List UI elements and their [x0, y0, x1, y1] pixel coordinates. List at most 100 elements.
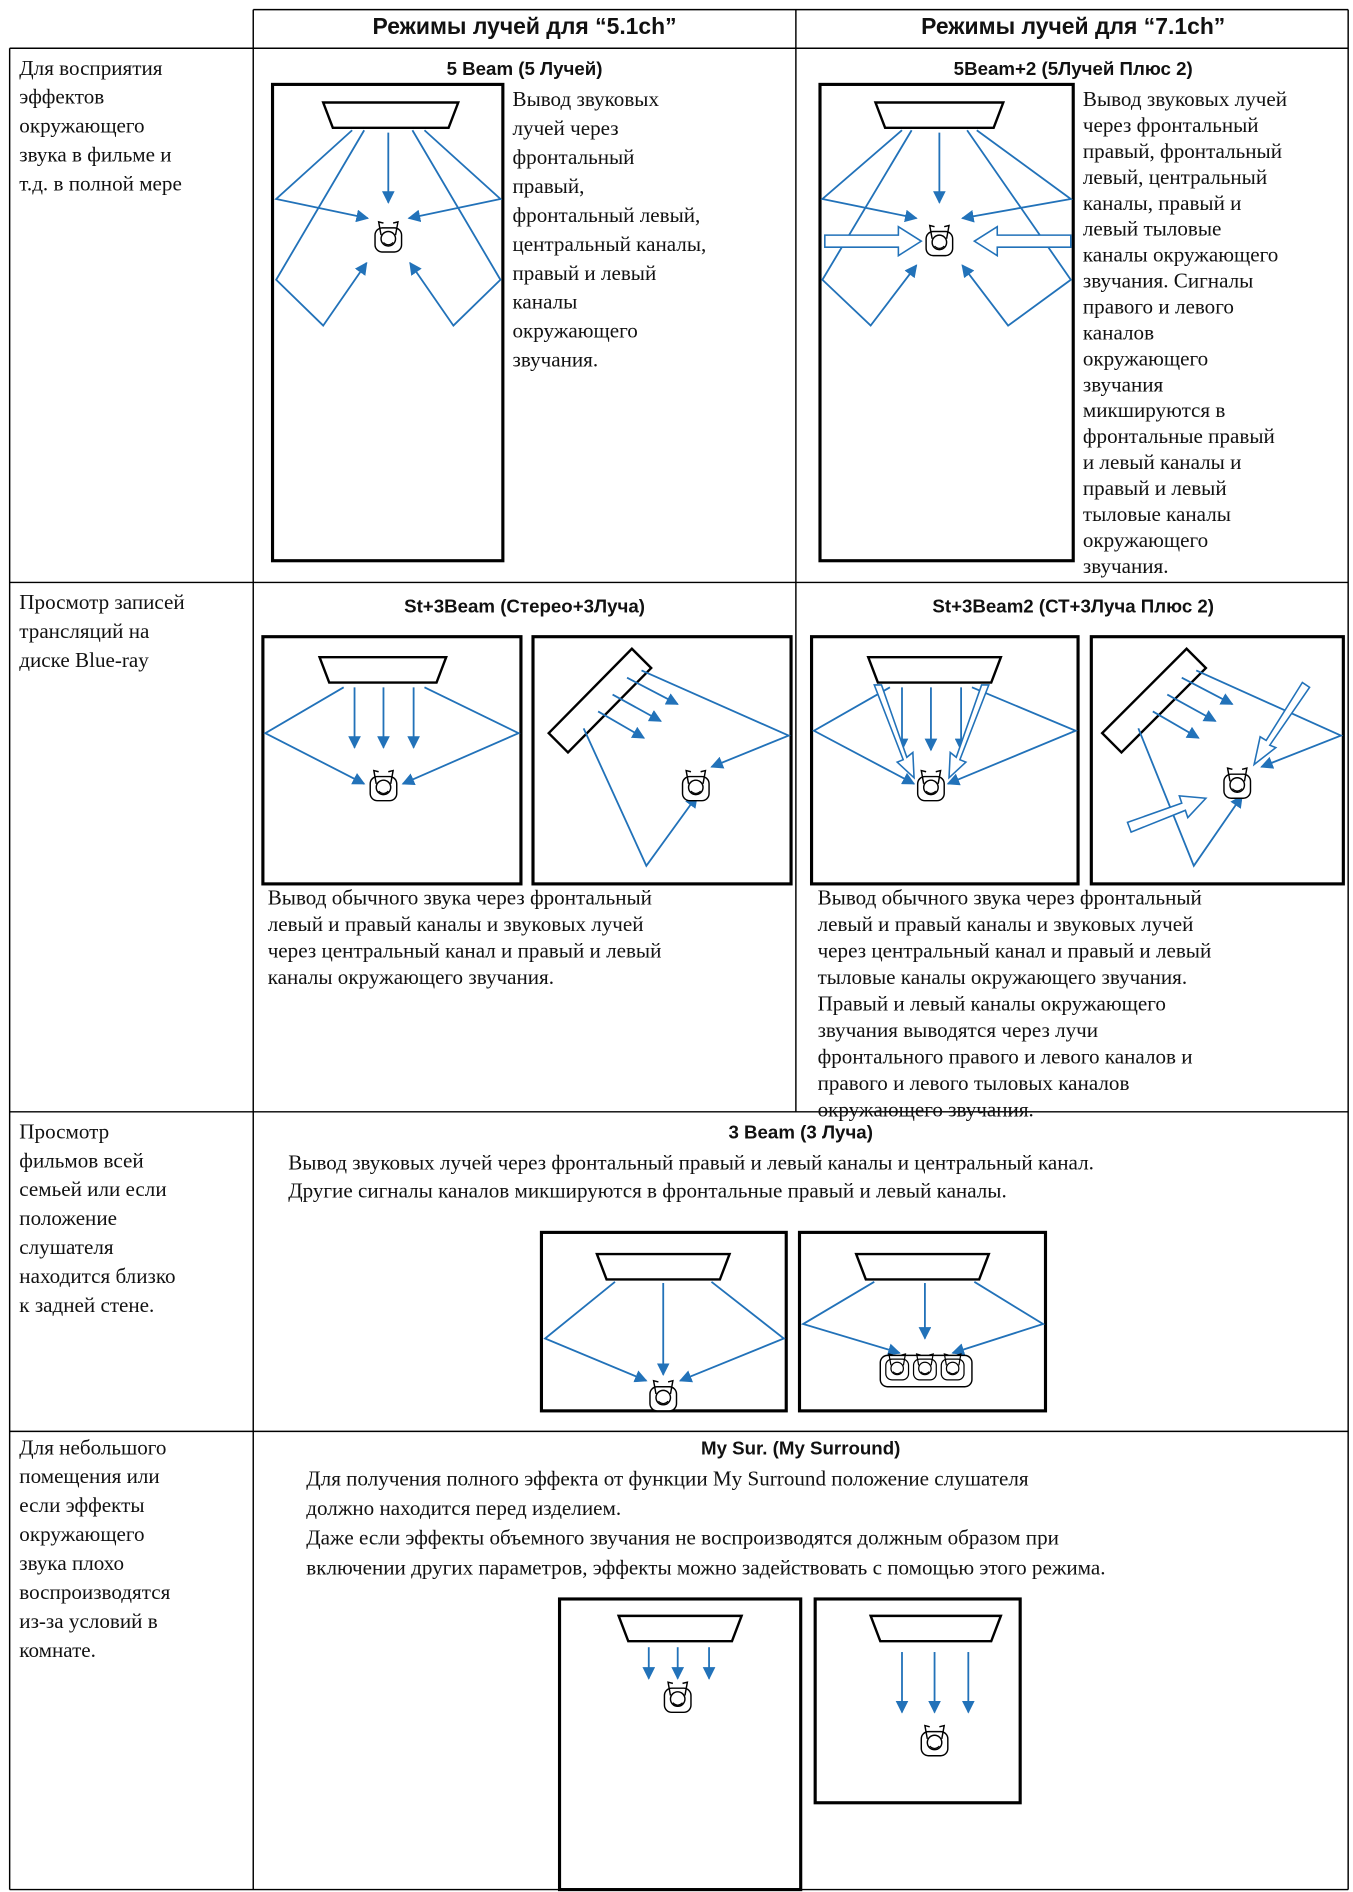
beam-arrow	[678, 1281, 786, 1383]
text-line: левый, центральный	[1083, 165, 1267, 189]
mode-title: 3 Beam (3 Луча)	[728, 1121, 872, 1142]
column-header: Режимы лучей для “5.1ch”	[372, 13, 676, 39]
text-line: звука в фильме и	[19, 143, 171, 167]
hollow-arrow	[1252, 681, 1311, 767]
text-line: через центральный канал и правый и левый	[818, 938, 1212, 962]
speaker	[317, 655, 448, 684]
diagram-st3beam2-front	[809, 635, 1080, 886]
room-outline	[1089, 635, 1345, 886]
text-line: слушателя	[19, 1235, 114, 1259]
diagram-st3beam2-corner	[1089, 635, 1345, 886]
mode-title: 5Beam+2 (5Лучей Плюс 2)	[954, 58, 1193, 79]
text-line: звучания. Сигналы	[1083, 269, 1253, 293]
beam-arrow	[275, 129, 368, 327]
text-line: каналы окружающего	[1083, 243, 1278, 267]
mode-description: Вывод звуковых лучей через фронтальный п…	[288, 1151, 1094, 1203]
text-line: эффектов	[19, 85, 104, 109]
column-header: Режимы лучей для “7.1ch”	[921, 13, 1225, 39]
text-line: окружающего	[1083, 528, 1208, 552]
text-line: правый,	[513, 174, 585, 198]
text-line: лучей через	[513, 116, 619, 140]
text-line: Вывод звуковых	[513, 87, 660, 111]
beam-arrow	[612, 693, 662, 722]
hollow-arrow	[948, 684, 990, 780]
diagram-mysur-far	[813, 1597, 1022, 1805]
speaker	[854, 1252, 991, 1281]
room-outline	[557, 1597, 803, 1892]
beam-arrow	[401, 686, 521, 786]
text-line: должно находится перед изделием.	[306, 1496, 621, 1520]
text-line: из-за условий в	[19, 1609, 157, 1633]
text-line: окружающего	[1083, 346, 1208, 370]
purpose: Для небольшого помещения или если эффекты о…	[19, 1435, 170, 1662]
beam-arrow	[812, 686, 916, 785]
text-line: Просмотр	[19, 1119, 109, 1143]
hollow-arrow	[824, 225, 923, 258]
text-line: окружающего	[19, 1522, 144, 1546]
diagram-3beam-family	[797, 1230, 1048, 1413]
text-line: к задней стене.	[19, 1293, 154, 1317]
text-line: фронтальный	[513, 145, 635, 169]
diagram-5beam	[270, 82, 505, 563]
text-line: левый и правый каналы и звуковых лучей	[818, 912, 1194, 936]
beam-arrow	[821, 129, 918, 327]
text-line: левый и правый каналы и звуковых лучей	[268, 912, 644, 936]
mode-description: Вывод звуковых лучей через фронтальный прав…	[513, 87, 707, 371]
diagram-mysur-near	[557, 1597, 803, 1892]
text-line: Просмотр записей	[19, 590, 184, 614]
beam-arrow	[274, 129, 370, 223]
text-line: фронтальные правый	[1083, 424, 1275, 448]
text-line: Для небольшого	[19, 1435, 166, 1459]
text-line: правый и левый	[513, 261, 657, 285]
speaker	[321, 101, 460, 130]
beam-arrow	[1195, 669, 1344, 769]
text-line: трансляций на	[19, 619, 150, 643]
text-line: находится близко	[19, 1264, 175, 1288]
text-line: звучания.	[513, 348, 599, 372]
text-line: центральный каналы,	[513, 232, 707, 256]
beam-arrow	[263, 686, 366, 785]
text-line: звучания.	[1083, 554, 1169, 578]
hollow-arrow	[1126, 794, 1208, 834]
room-outline	[818, 82, 1075, 563]
text-line: положение	[19, 1206, 117, 1230]
speaker	[546, 647, 653, 755]
text-line: Правый и левый каналы окружающего	[818, 992, 1166, 1016]
text-line: воспроизводятся	[19, 1580, 170, 1604]
text-line: фронтального правого и левого каналов и	[818, 1045, 1193, 1069]
text-line: комнате.	[19, 1638, 96, 1662]
text-line: окружающего	[513, 319, 638, 343]
text-line: Вывод звуковых лучей через фронтальный п…	[288, 1151, 1094, 1175]
speaker	[616, 1614, 744, 1643]
mode-title: My Sur. (My Surround)	[701, 1437, 900, 1458]
text-line: Другие сигналы каналов микшируются в фро…	[288, 1178, 1007, 1202]
speaker	[873, 101, 1006, 130]
text-line: Вывод обычного звука через фронтальный	[818, 885, 1202, 909]
mode-description: Для получения полного эффекта от функции…	[306, 1467, 1105, 1580]
text-line: тыловые каналы	[1083, 502, 1231, 526]
beam-arrow	[1181, 676, 1234, 706]
text-line: т.д. в полной мере	[19, 172, 182, 196]
diagram-3beam-single	[539, 1230, 788, 1413]
beam-arrow	[543, 1281, 648, 1383]
mode-description: Вывод звуковых лучей через фронтальный пра…	[1083, 87, 1287, 578]
text-line: звучания	[1083, 372, 1164, 396]
text-line: правого и левого тыловых каналов	[818, 1071, 1130, 1095]
text-line: окружающего звучания.	[818, 1098, 1034, 1122]
beam-arrow	[1166, 693, 1217, 722]
diagram-st3beam-corner	[531, 635, 793, 886]
text-line: и левый каналы и	[1083, 450, 1242, 474]
speaker	[868, 1614, 1003, 1643]
purpose: Для восприятия эффектов окружающего звука в…	[19, 56, 182, 196]
text-line: каналы, правый и	[1083, 191, 1242, 215]
mode-title: St+3Beam2 (СТ+3Луча Плюс 2)	[932, 596, 1214, 617]
text-line: Даже если эффекты объемного звучания не …	[306, 1526, 1059, 1550]
purpose: Просмотр записей трансляций на диске Blue-…	[19, 590, 184, 672]
hollow-arrow	[972, 225, 1072, 258]
beam-arrow	[1152, 710, 1200, 739]
text-line: включении других параметров, эффекты мож…	[306, 1555, 1105, 1579]
beam-arrow	[409, 129, 502, 327]
text-line: левый тыловые	[1083, 217, 1222, 241]
